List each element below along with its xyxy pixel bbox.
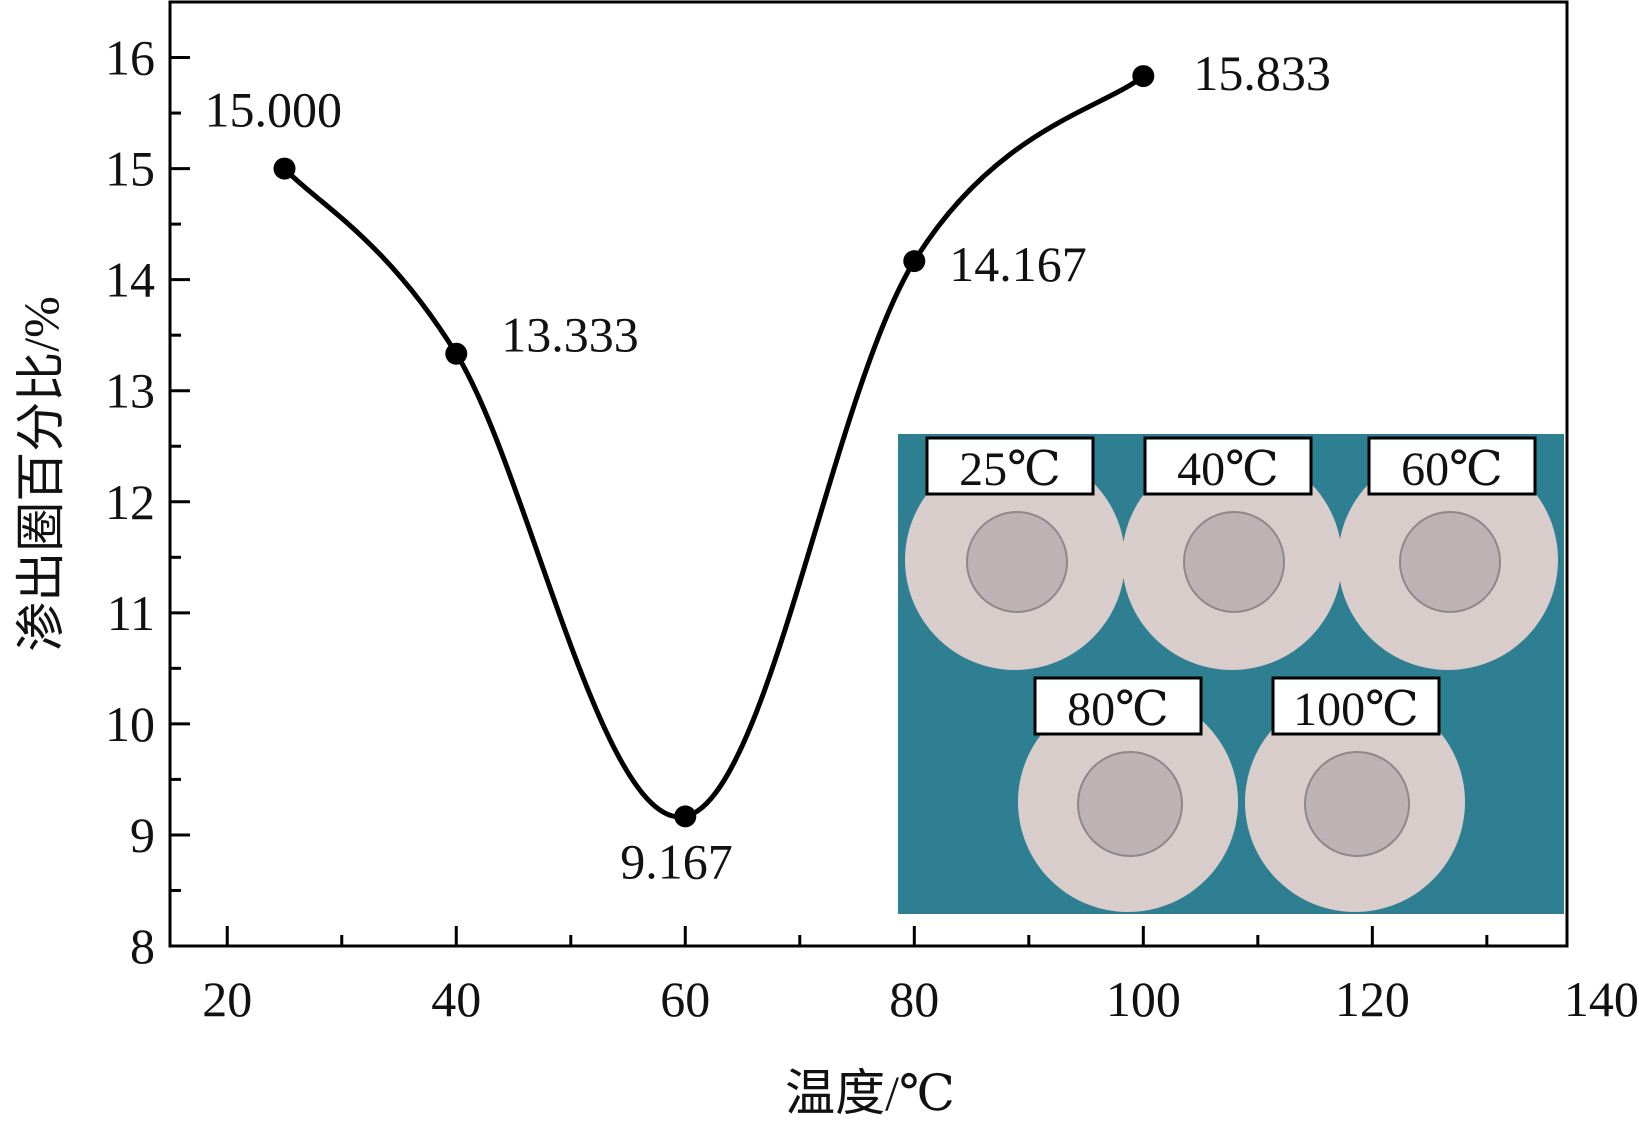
data-point — [1132, 65, 1155, 88]
x-tick-label: 60 — [660, 971, 710, 1027]
inset-label-box-80 — [1033, 676, 1203, 736]
y-tick-label: 13 — [105, 363, 155, 419]
paper-disc-100 — [1245, 692, 1465, 912]
y-tick-label: 11 — [107, 585, 155, 641]
y-tick-label: 10 — [105, 696, 155, 752]
axis-ticks — [170, 56, 1489, 948]
data-points — [273, 65, 1155, 828]
x-axis-label: 温度/℃ — [785, 1065, 955, 1121]
x-tick-label: 20 — [202, 971, 252, 1027]
inset-label-25: 25℃ — [959, 443, 1061, 496]
data-label: 13.333 — [501, 307, 639, 363]
paper-disc-25 — [905, 450, 1125, 670]
data-point — [445, 342, 468, 365]
inset-label-80: 80℃ — [1067, 683, 1169, 736]
data-point — [903, 250, 926, 273]
y-tick-label: 16 — [105, 30, 155, 86]
data-point — [674, 805, 697, 828]
x-tick-label: 80 — [889, 971, 939, 1027]
y-tick-label: 9 — [130, 807, 155, 863]
x-tick-label: 40 — [431, 971, 481, 1027]
inset-label-box-60 — [1367, 436, 1537, 496]
inset-label-100: 100℃ — [1293, 683, 1419, 736]
paper-disc-40 — [1122, 450, 1342, 670]
inset-label-box-25 — [925, 436, 1095, 496]
y-axis-label: 渗出圈百分比/% — [13, 296, 69, 652]
x-tick-label: 120 — [1335, 971, 1410, 1027]
data-label: 14.167 — [949, 236, 1086, 292]
inset-label-box-40 — [1143, 436, 1313, 496]
data-label: 9.167 — [620, 833, 733, 889]
y-tick-label: 15 — [105, 141, 155, 197]
y-tick-label: 12 — [105, 474, 155, 530]
y-tick-label: 14 — [105, 252, 155, 308]
x-tick-label: 140 — [1564, 971, 1639, 1027]
paper-disc-80 — [1018, 692, 1238, 912]
x-tick-label: 100 — [1106, 971, 1181, 1027]
paper-disc-60 — [1338, 450, 1558, 670]
data-labels: 15.000 13.333 9.167 14.167 15.833 — [205, 45, 1331, 889]
inset-photo: 25℃ 40℃ 60℃ 80℃ 100℃ — [898, 434, 1564, 914]
data-point — [273, 157, 296, 180]
axis-tick-labels: 20 40 60 80 100 120 140 8 9 10 11 12 13 14 15 16 — [105, 30, 1639, 1027]
inset-label-40: 40℃ — [1177, 443, 1279, 496]
y-tick-label: 8 — [130, 918, 155, 974]
inset-label-box-100 — [1271, 676, 1441, 736]
data-label: 15.833 — [1193, 45, 1331, 101]
inset-label-60: 60℃ — [1401, 443, 1503, 496]
data-label: 15.000 — [205, 82, 342, 138]
plot-frame — [168, 0, 1569, 948]
